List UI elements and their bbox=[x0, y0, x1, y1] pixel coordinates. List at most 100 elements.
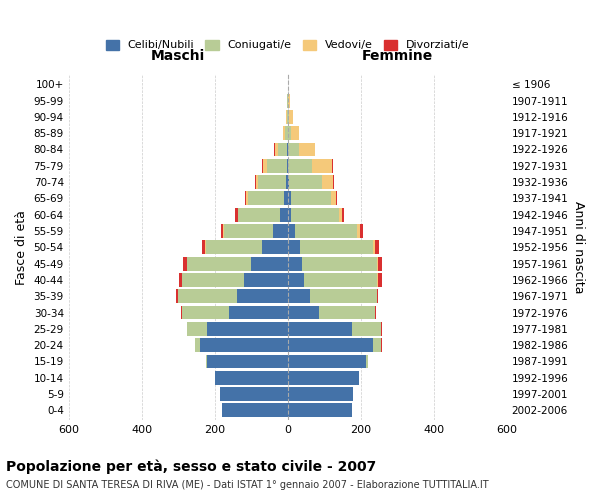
Bar bbox=[366, 354, 368, 368]
Bar bbox=[287, 192, 290, 205]
Bar bbox=[376, 240, 379, 254]
Bar bbox=[290, 192, 331, 205]
Bar bbox=[377, 273, 378, 287]
Bar bbox=[292, 126, 299, 140]
Bar bbox=[287, 110, 289, 124]
Bar bbox=[182, 273, 244, 287]
Bar bbox=[322, 175, 333, 189]
Bar bbox=[221, 224, 223, 238]
Bar bbox=[287, 240, 301, 254]
Bar bbox=[287, 387, 353, 401]
Bar bbox=[378, 256, 382, 270]
Bar bbox=[194, 338, 200, 352]
Bar bbox=[287, 175, 289, 189]
Bar bbox=[236, 290, 287, 303]
Bar bbox=[205, 240, 206, 254]
Bar bbox=[284, 192, 287, 205]
Bar bbox=[292, 208, 339, 222]
Y-axis label: Fasce di età: Fasce di età bbox=[15, 210, 28, 285]
Bar bbox=[287, 371, 359, 384]
Bar bbox=[176, 290, 178, 303]
Bar bbox=[181, 306, 182, 320]
Bar bbox=[215, 371, 287, 384]
Bar bbox=[187, 322, 208, 336]
Bar bbox=[377, 256, 378, 270]
Bar bbox=[182, 306, 229, 320]
Bar bbox=[208, 354, 287, 368]
Bar bbox=[287, 290, 310, 303]
Bar bbox=[222, 404, 287, 417]
Bar bbox=[295, 224, 357, 238]
Bar bbox=[178, 290, 236, 303]
Bar bbox=[208, 322, 287, 336]
Bar bbox=[238, 208, 280, 222]
Legend: Celibi/Nubili, Coniugati/e, Vedovi/e, Divorziati/e: Celibi/Nubili, Coniugati/e, Vedovi/e, Di… bbox=[101, 35, 475, 55]
Bar bbox=[373, 338, 381, 352]
Bar bbox=[285, 126, 287, 140]
Bar bbox=[381, 338, 382, 352]
Bar bbox=[255, 175, 256, 189]
Bar bbox=[288, 142, 299, 156]
Bar bbox=[319, 306, 376, 320]
Bar bbox=[289, 159, 312, 172]
Bar bbox=[259, 175, 286, 189]
Bar bbox=[287, 338, 373, 352]
Bar bbox=[331, 192, 336, 205]
Bar bbox=[244, 273, 287, 287]
Bar bbox=[262, 240, 287, 254]
Bar bbox=[202, 240, 205, 254]
Bar bbox=[287, 159, 289, 172]
Bar bbox=[299, 142, 316, 156]
Bar bbox=[312, 159, 332, 172]
Bar bbox=[343, 208, 344, 222]
Bar bbox=[245, 192, 246, 205]
Bar bbox=[360, 224, 363, 238]
Bar bbox=[289, 175, 322, 189]
Bar bbox=[287, 322, 352, 336]
Bar bbox=[267, 159, 287, 172]
Bar bbox=[229, 306, 287, 320]
Bar bbox=[381, 322, 382, 336]
Bar bbox=[206, 354, 208, 368]
Text: COMUNE DI SANTA TERESA DI RIVA (ME) - Dati ISTAT 1° gennaio 2007 - Elaborazione : COMUNE DI SANTA TERESA DI RIVA (ME) - Da… bbox=[6, 480, 488, 490]
Bar bbox=[187, 256, 251, 270]
Bar bbox=[288, 94, 290, 108]
Bar bbox=[183, 256, 187, 270]
Bar bbox=[333, 175, 334, 189]
Bar bbox=[377, 290, 378, 303]
Bar bbox=[287, 126, 292, 140]
Bar bbox=[310, 290, 377, 303]
Bar bbox=[373, 240, 376, 254]
Bar bbox=[280, 208, 287, 222]
Bar bbox=[287, 306, 319, 320]
Text: Popolazione per età, sesso e stato civile - 2007: Popolazione per età, sesso e stato civil… bbox=[6, 460, 376, 474]
Bar bbox=[286, 110, 287, 124]
Bar bbox=[263, 159, 267, 172]
Bar bbox=[246, 192, 248, 205]
Bar bbox=[223, 224, 224, 238]
Bar bbox=[301, 240, 373, 254]
Y-axis label: Anni di nascita: Anni di nascita bbox=[572, 201, 585, 294]
Bar bbox=[262, 159, 263, 172]
Bar bbox=[378, 273, 382, 287]
Bar bbox=[289, 110, 293, 124]
Text: Maschi: Maschi bbox=[151, 49, 205, 63]
Bar bbox=[336, 192, 337, 205]
Bar bbox=[286, 175, 287, 189]
Bar bbox=[220, 387, 287, 401]
Bar bbox=[273, 224, 287, 238]
Bar bbox=[287, 224, 295, 238]
Bar bbox=[287, 78, 289, 91]
Text: Femmine: Femmine bbox=[362, 49, 433, 63]
Bar bbox=[235, 208, 238, 222]
Bar bbox=[256, 175, 259, 189]
Bar bbox=[352, 322, 381, 336]
Bar bbox=[248, 192, 284, 205]
Bar bbox=[287, 404, 352, 417]
Bar bbox=[304, 273, 377, 287]
Bar bbox=[302, 256, 377, 270]
Bar bbox=[275, 142, 278, 156]
Bar bbox=[224, 224, 273, 238]
Bar bbox=[357, 224, 360, 238]
Bar bbox=[200, 338, 287, 352]
